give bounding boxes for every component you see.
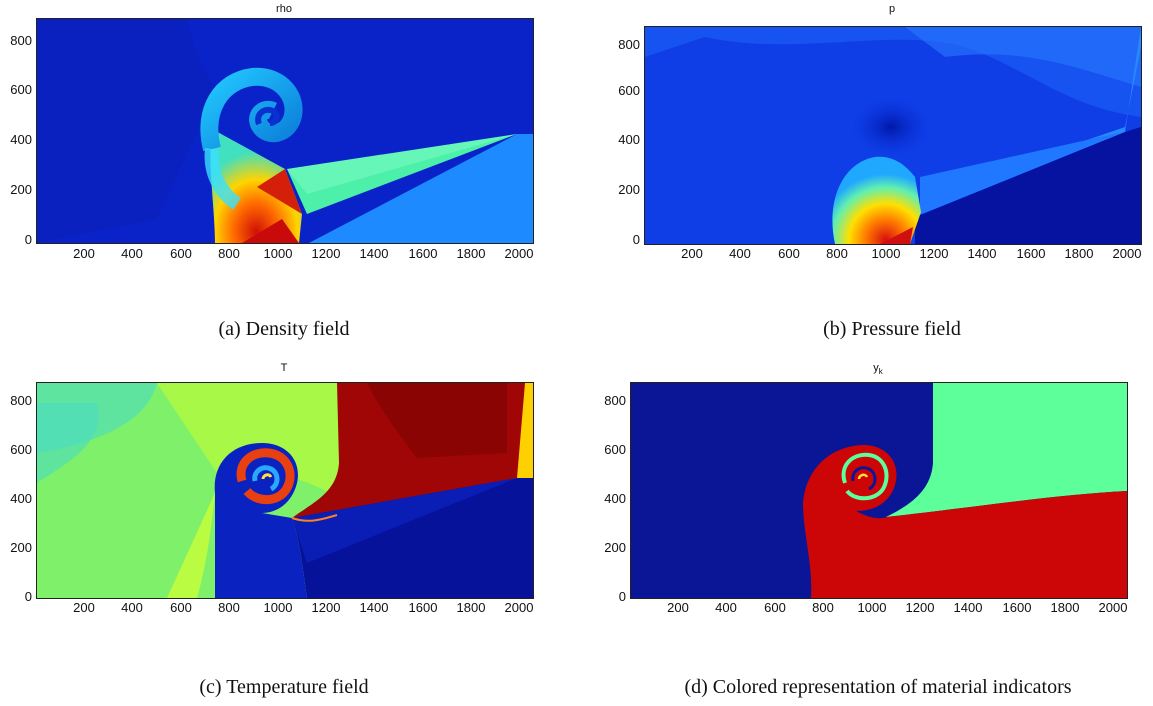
caption-material: (d) Colored representation of material i… [684,676,1072,698]
xtick-rho-200: 200 [73,246,95,261]
ytick-p-200: 200 [618,182,640,197]
ytick-yk-0: 0 [618,589,626,604]
ytick-yk-400: 400 [604,491,626,506]
xtick-T-1800: 1800 [456,600,486,615]
plot-area-rho [36,18,534,244]
caption-density: (a) Density field [218,318,350,340]
ytick-T-600: 600 [10,442,32,457]
ytick-rho-800: 800 [10,33,32,48]
xtick-rho-600: 600 [170,246,192,261]
xtick-p-400: 400 [729,246,751,261]
chart-title-yk-sub: k [878,367,883,377]
xtick-yk-1000: 1000 [857,600,887,615]
xtick-yk-600: 600 [764,600,786,615]
ytick-rho-600: 600 [10,82,32,97]
xtick-yk-200: 200 [667,600,689,615]
chart-title-p: p [888,3,896,15]
heatmap-yk [631,383,1127,598]
ytick-rho-400: 400 [10,132,32,147]
xtick-T-400: 400 [121,600,143,615]
xtick-T-2000: 2000 [504,600,534,615]
xtick-p-1800: 1800 [1064,246,1094,261]
xtick-rho-400: 400 [121,246,143,261]
xtick-p-1400: 1400 [967,246,997,261]
xtick-p-2000: 2000 [1112,246,1142,261]
ytick-T-200: 200 [10,540,32,555]
xtick-yk-1400: 1400 [953,600,983,615]
ytick-T-400: 400 [10,491,32,506]
xtick-yk-1200: 1200 [905,600,935,615]
plot-area-p [644,26,1142,245]
caption-pressure: (b) Pressure field [823,318,961,340]
plot-area-T [36,382,534,599]
ytick-p-800: 800 [618,37,640,52]
xtick-rho-2000: 2000 [504,246,534,261]
xtick-rho-1000: 1000 [263,246,293,261]
xtick-yk-800: 800 [812,600,834,615]
ytick-rho-200: 200 [10,182,32,197]
ytick-rho-0: 0 [24,232,32,247]
caption-temperature: (c) Temperature field [199,676,369,698]
heatmap-rho [37,19,533,243]
heatmap-p [645,27,1141,244]
xtick-p-800: 800 [826,246,848,261]
ytick-p-0: 0 [632,232,640,247]
xtick-yk-400: 400 [715,600,737,615]
xtick-yk-1600: 1600 [1002,600,1032,615]
xtick-p-1000: 1000 [871,246,901,261]
chart-title-yk: yk [630,362,1126,376]
xtick-T-800: 800 [218,600,240,615]
xtick-p-600: 600 [778,246,800,261]
xtick-T-1600: 1600 [408,600,438,615]
xtick-T-600: 600 [170,600,192,615]
xtick-T-1400: 1400 [359,600,389,615]
ytick-T-0: 0 [24,589,32,604]
ytick-p-600: 600 [618,83,640,98]
xtick-yk-1800: 1800 [1050,600,1080,615]
xtick-yk-2000: 2000 [1098,600,1128,615]
xtick-T-200: 200 [73,600,95,615]
chart-title-T: T [280,362,288,374]
ytick-p-400: 400 [618,132,640,147]
plot-area-yk [630,382,1128,599]
ytick-yk-600: 600 [604,442,626,457]
xtick-T-1200: 1200 [311,600,341,615]
xtick-p-1200: 1200 [919,246,949,261]
xtick-p-1600: 1600 [1016,246,1046,261]
ytick-T-800: 800 [10,393,32,408]
xtick-T-1000: 1000 [263,600,293,615]
xtick-rho-1400: 1400 [359,246,389,261]
xtick-rho-1200: 1200 [311,246,341,261]
xtick-rho-800: 800 [218,246,240,261]
ytick-yk-200: 200 [604,540,626,555]
xtick-rho-1800: 1800 [456,246,486,261]
chart-title-rho: rho [276,3,292,15]
heatmap-T [37,383,533,598]
xtick-p-200: 200 [681,246,703,261]
ytick-yk-800: 800 [604,393,626,408]
chart-title-yk-base: y [873,362,879,374]
xtick-rho-1600: 1600 [408,246,438,261]
